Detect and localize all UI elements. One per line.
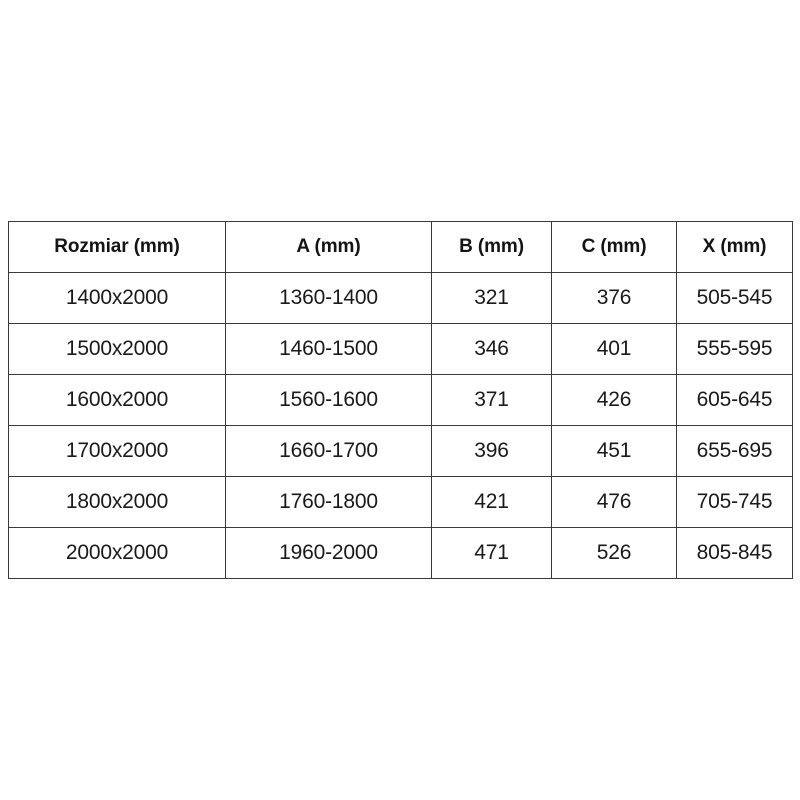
cell-b: 321	[431, 272, 552, 324]
cell-x: 605-645	[676, 374, 793, 426]
column-header-size: Rozmiar (mm)	[8, 221, 226, 273]
cell-a: 1760-1800	[225, 476, 432, 528]
cell-x: 805-845	[676, 527, 793, 579]
table-row: 1700x2000 1660-1700 396 451 655-695	[8, 425, 793, 477]
table-header-row: Rozmiar (mm) A (mm) B (mm) C (mm) X (mm)	[8, 221, 793, 273]
table-row: 1800x2000 1760-1800 421 476 705-745	[8, 476, 793, 528]
table-row: 1400x2000 1360-1400 321 376 505-545	[8, 272, 793, 324]
cell-x: 555-595	[676, 323, 793, 375]
cell-a: 1560-1600	[225, 374, 432, 426]
column-header-x: X (mm)	[676, 221, 793, 273]
cell-size: 1400x2000	[8, 272, 226, 324]
cell-b: 346	[431, 323, 552, 375]
column-header-a: A (mm)	[225, 221, 432, 273]
cell-size: 1500x2000	[8, 323, 226, 375]
table-row: 1500x2000 1460-1500 346 401 555-595	[8, 323, 793, 375]
cell-x: 705-745	[676, 476, 793, 528]
cell-b: 371	[431, 374, 552, 426]
cell-b: 421	[431, 476, 552, 528]
column-header-b: B (mm)	[431, 221, 552, 273]
table-row: 2000x2000 1960-2000 471 526 805-845	[8, 527, 793, 579]
cell-c: 476	[551, 476, 677, 528]
cell-size: 1800x2000	[8, 476, 226, 528]
cell-a: 1460-1500	[225, 323, 432, 375]
cell-c: 376	[551, 272, 677, 324]
table-header: Rozmiar (mm) A (mm) B (mm) C (mm) X (mm)	[8, 221, 793, 273]
column-header-c: C (mm)	[551, 221, 677, 273]
cell-a: 1660-1700	[225, 425, 432, 477]
cell-size: 2000x2000	[8, 527, 226, 579]
cell-b: 471	[431, 527, 552, 579]
cell-c: 426	[551, 374, 677, 426]
cell-a: 1960-2000	[225, 527, 432, 579]
cell-x: 505-545	[676, 272, 793, 324]
cell-a: 1360-1400	[225, 272, 432, 324]
table-body: 1400x2000 1360-1400 321 376 505-545 1500…	[8, 272, 793, 579]
size-specification-table-container: Rozmiar (mm) A (mm) B (mm) C (mm) X (mm)…	[8, 221, 793, 579]
cell-x: 655-695	[676, 425, 793, 477]
cell-c: 401	[551, 323, 677, 375]
table-row: 1600x2000 1560-1600 371 426 605-645	[8, 374, 793, 426]
cell-c: 451	[551, 425, 677, 477]
size-specification-table: Rozmiar (mm) A (mm) B (mm) C (mm) X (mm)…	[8, 221, 793, 579]
cell-size: 1700x2000	[8, 425, 226, 477]
cell-size: 1600x2000	[8, 374, 226, 426]
cell-b: 396	[431, 425, 552, 477]
cell-c: 526	[551, 527, 677, 579]
